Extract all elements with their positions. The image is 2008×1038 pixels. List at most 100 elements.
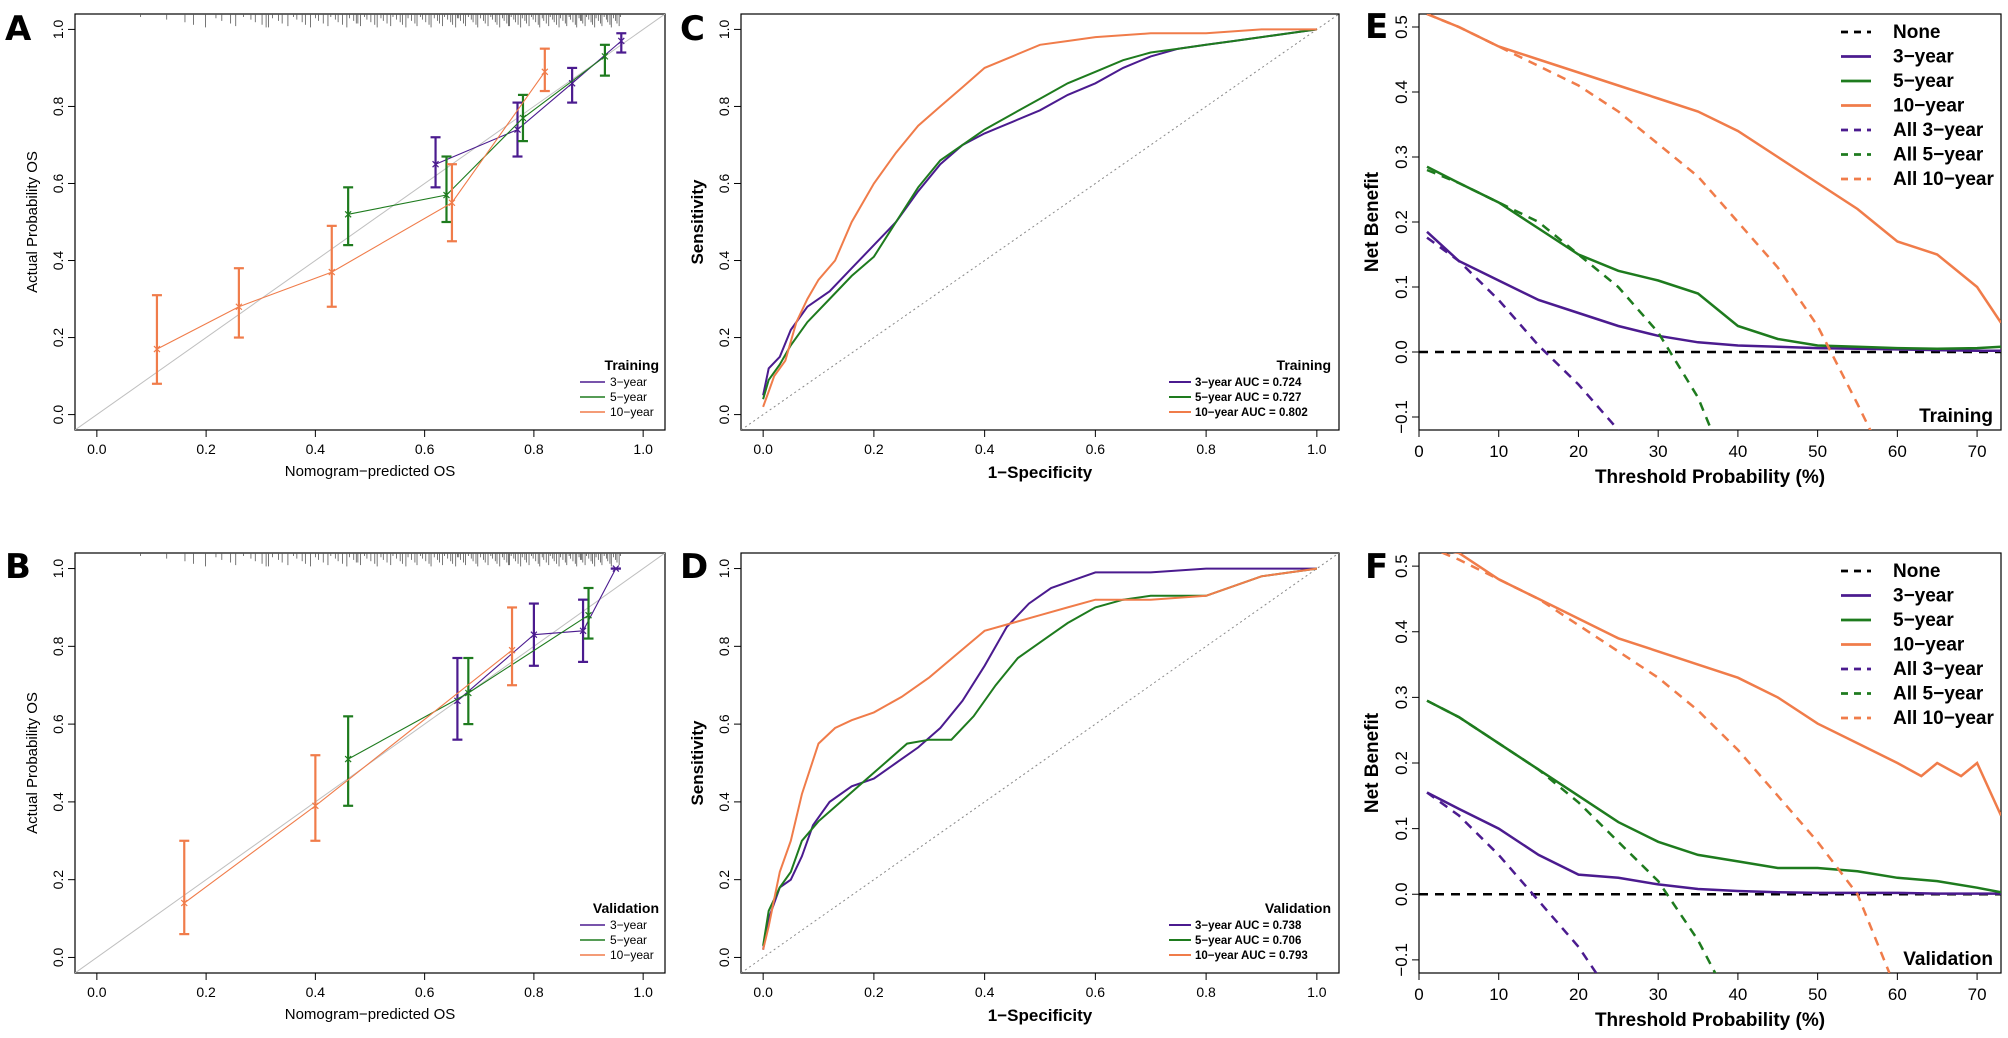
data-point [464,689,472,697]
x-tick-label: 50 [1808,442,1827,461]
panel-letter: C [680,9,705,49]
series-line [347,55,606,215]
plot-area [75,553,665,973]
y-tick-label: −0.1 [1392,400,1411,434]
x-tick-label: 10 [1489,985,1508,1004]
dca-curve [1426,791,2001,895]
x-tick-label: 0.2 [196,984,216,1000]
plot-area [741,14,1339,430]
roc-curve [762,28,1318,396]
plot-frame [740,552,1340,974]
panel-f: F 0 10 20 30 40 50 60 70 −0.1 0.0 0.1 0.2 0.3 0.4 0.5 Th… [1362,547,2002,1031]
y-tick-label: 0.4 [716,251,732,271]
y-tick-label: 0.8 [50,636,66,656]
dca-curve [1426,236,1620,430]
y-tick-label: 0.4 [716,792,732,812]
data-point [235,303,243,311]
x-tick-label: 0.2 [196,441,216,457]
legend-label: 10−year [1893,96,1965,117]
legend-label: 10−year [610,948,654,962]
y-tick-label: 0.4 [1392,620,1411,644]
y-tick-label: 0.0 [716,405,732,425]
data-point [344,210,352,218]
y-tick-label: 0.6 [50,714,66,734]
reference-diagonal [741,14,1339,430]
dca-curve [1426,165,2001,351]
x-tick-label: 1.0 [633,441,653,457]
legend-label: 5−year AUC = 0.727 [1195,392,1301,404]
x-tick-label: 60 [1888,985,1907,1004]
x-tick-label: 1.0 [1307,441,1327,457]
legend-label: 3−year [610,918,647,932]
data-point [612,565,620,572]
panel-annotation: Validation [1903,949,1993,970]
y-axis-label: Actual Probability OS [24,151,41,293]
dca-curve [1439,553,1891,973]
x-tick-label: 70 [1968,985,1987,1004]
x-tick-label: 0.6 [415,984,435,1000]
legend-label: 5−year [1893,610,1954,631]
x-tick-label: 40 [1728,442,1747,461]
y-tick-label: 0.2 [716,328,732,348]
y-tick-label: 0.2 [50,870,66,890]
x-axis-label: 1−Specificity [988,463,1093,482]
x-axis-label: Threshold Probability (%) [1595,467,1825,488]
data-point [514,126,521,133]
data-point [568,79,576,87]
y-tick-label: 0.6 [716,714,732,734]
x-tick-label: 0.4 [975,441,995,457]
data-point [344,755,352,763]
x-tick-label: 20 [1569,985,1588,1004]
x-tick-label: 0.8 [1196,984,1216,1000]
data-point [153,345,161,353]
panel-annotation: Training [1919,406,1993,427]
reference-diagonal [75,14,665,430]
data-point [585,611,592,619]
y-axis-label: Net Benefit [1362,171,1383,272]
y-tick-label: 0.0 [1392,340,1411,364]
legend: None 3−year 5−year 10−year All 3−year All 5−y… [1841,561,1994,729]
x-tick-label: 50 [1808,985,1827,1004]
y-tick-label: 1.0 [50,559,66,579]
y-tick-label: 1.0 [716,19,732,39]
data-point [601,52,609,60]
dca-curve [1426,791,1598,973]
x-tick-label: 0.0 [87,441,107,457]
data-point [432,160,439,168]
y-tick-label: 0.6 [716,174,732,194]
x-axis-label: 1−Specificity [988,1006,1093,1025]
panel-letter: B [5,547,31,587]
plot-area [741,553,1339,973]
x-tick-label: 0.2 [864,984,884,1000]
legend-label: 5−year [610,933,647,947]
y-tick-label: 0.6 [50,174,66,194]
legend-label: 10−year AUC = 0.802 [1195,407,1308,419]
y-tick-label: 0.0 [50,405,66,425]
y-tick-label: 0.8 [716,97,732,117]
data-point [443,191,450,199]
legend-label: 3−year AUC = 0.738 [1195,920,1302,932]
x-tick-label: 0.4 [975,984,995,1000]
data-point [519,114,527,122]
legend-label: 3−year AUC = 0.724 [1195,377,1302,389]
roc-curve [762,28,1317,408]
legend-label: All 5−year [1893,145,1984,166]
y-axis-label: Sensitivity [688,720,707,806]
panel-b: B 0.0 0.2 0.4 0.6 0.8 1.0 0.0 0.2 0.4 0.6 0.8 1.0 Nom… [5,547,666,1023]
plot-area [1419,14,2001,430]
y-tick-label: 0.3 [1392,686,1411,710]
plot-frame [74,13,666,431]
legend-label: All 3−year [1893,659,1984,680]
y-tick-label: 0.1 [1392,817,1411,841]
y-tick-label: 0.5 [1392,554,1411,578]
panel-letter: F [1365,547,1388,587]
legend-label: 10−year AUC = 0.793 [1195,950,1308,962]
y-tick-label: 0.0 [1392,882,1411,906]
dca-curve [1426,230,2001,352]
x-axis-label: Nomogram−predicted OS [285,1006,456,1023]
legend-label: All 5−year [1893,684,1984,705]
x-tick-label: 0.4 [306,441,326,457]
data-point [541,68,549,76]
